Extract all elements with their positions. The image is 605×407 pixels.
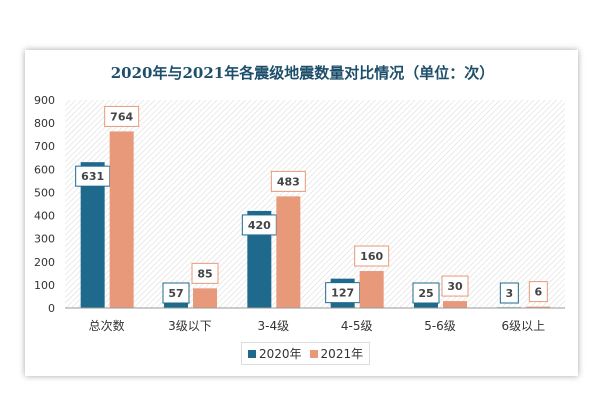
y-tick-label: 700 (34, 140, 55, 153)
data-label-box (441, 275, 469, 297)
y-tick-label: 0 (48, 302, 55, 315)
y-tick-label: 100 (34, 279, 55, 292)
x-tick-label: 5-6级 (424, 319, 456, 333)
data-label-box (241, 214, 277, 236)
bar-2021 (109, 131, 134, 308)
data-label: 30 (447, 280, 463, 293)
data-label: 483 (277, 175, 300, 188)
data-label-box (528, 281, 548, 303)
x-tick-label: 4-5级 (341, 319, 373, 333)
plot-area (65, 100, 565, 308)
data-label: 25 (418, 287, 433, 300)
bar-2021 (276, 196, 301, 308)
x-tick-label: 3-4级 (258, 319, 290, 333)
y-tick-label: 500 (34, 186, 55, 199)
data-label-box (354, 245, 390, 267)
y-tick-label: 800 (34, 117, 55, 130)
legend-swatch (248, 350, 256, 358)
data-label: 160 (360, 250, 383, 263)
data-label-box (499, 282, 519, 304)
data-label: 57 (168, 287, 183, 300)
y-tick-label: 300 (34, 233, 55, 246)
bar-2021 (526, 306, 551, 308)
legend-item-2020: 2020年 (248, 345, 302, 362)
data-label: 85 (197, 267, 212, 280)
legend-label: 2020年 (259, 347, 302, 361)
x-tick-label: 总次数 (89, 318, 125, 333)
legend-swatch (309, 350, 318, 358)
x-tick-label: 3级以下 (168, 319, 212, 333)
legend-label: 2021年 (320, 347, 364, 361)
bar-2021 (359, 271, 384, 308)
data-label-box (162, 282, 190, 304)
data-label: 631 (81, 170, 104, 183)
data-label: 6 (535, 286, 543, 299)
data-label-box (191, 262, 219, 284)
legend-item-2021: 2021年 (309, 345, 364, 362)
data-label-box (270, 170, 306, 192)
y-tick-label: 900 (34, 94, 55, 107)
bar-2021 (443, 301, 467, 308)
x-tick-label: 6级以上 (502, 319, 546, 333)
bar-2021 (193, 288, 217, 308)
y-tick-label: 600 (34, 163, 55, 176)
y-tick-label: 200 (34, 256, 55, 269)
legend: 2020年 2021年 (241, 342, 371, 365)
bar-2020 (414, 302, 438, 308)
chart-title: 2020年与2021年各震级地震数量对比情况（单位：次） (110, 64, 495, 82)
data-label: 3 (506, 287, 514, 300)
data-label: 127 (331, 287, 354, 300)
data-label: 764 (110, 110, 133, 123)
y-tick-label: 400 (34, 210, 55, 223)
data-label-box (104, 105, 140, 127)
data-label: 420 (248, 219, 271, 232)
data-label-box (412, 282, 440, 304)
